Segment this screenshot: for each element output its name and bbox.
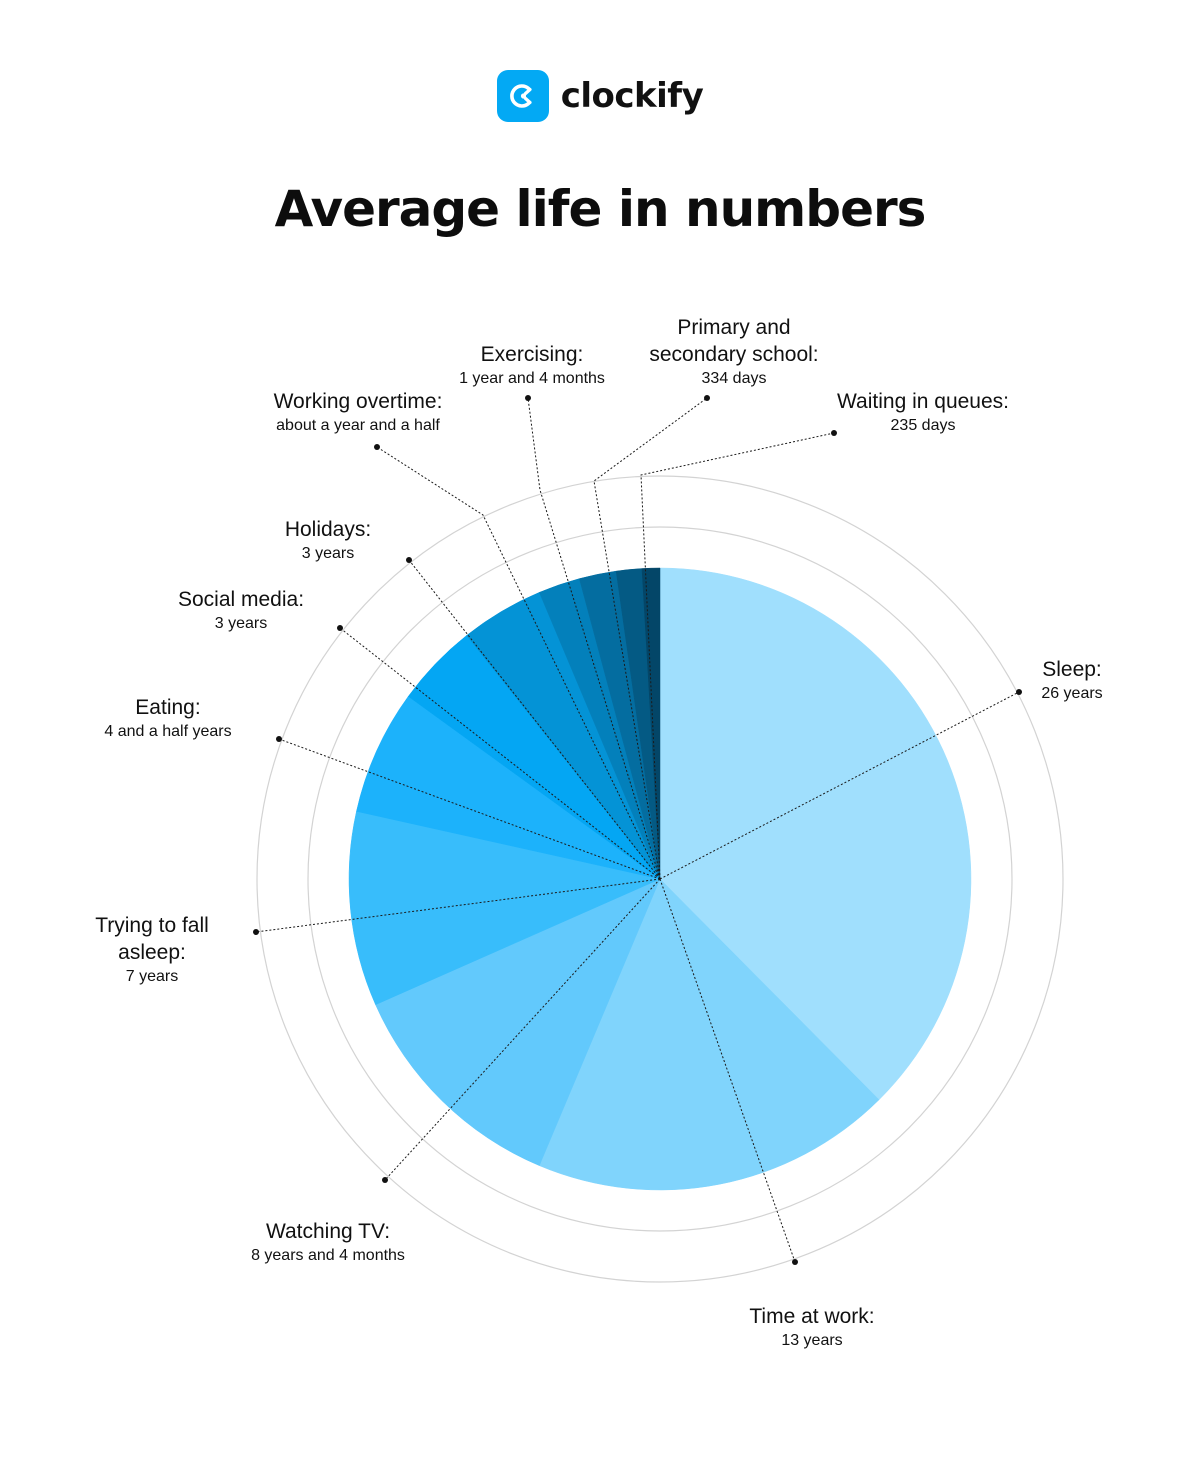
clockify-logo (496, 70, 549, 122)
slice-label: Time at work: 13 years (749, 1303, 874, 1351)
slice-label-name: Sleep: (1042, 658, 1102, 681)
slice-label-name: Eating: (135, 696, 201, 719)
slice-label: Waiting in queues: 235 days (837, 388, 1009, 436)
leader-line (593, 397, 708, 880)
slice-label-name: Trying to fall asleep: (95, 914, 209, 964)
slice-label-name: Social media: (177, 588, 305, 611)
leader-line (527, 397, 661, 880)
leader-dot (374, 444, 380, 450)
brand: clockify (0, 70, 1200, 122)
leader-dot (1016, 689, 1022, 695)
slice-label: Holidays: 3 years (285, 516, 371, 564)
leader-line (640, 432, 835, 880)
slice-label-value: about a year and a half (276, 417, 440, 434)
pie-slice (659, 567, 972, 1101)
pie-slice (641, 567, 661, 880)
leader-line (376, 446, 661, 880)
slice-label: Sleep: 26 years (1041, 656, 1102, 704)
leader-dot (276, 736, 282, 742)
slice-label-value: 1 year and 4 months (459, 370, 605, 387)
slice-label-value: 4 and a half years (104, 723, 232, 740)
slice-label: Exercising: 1 year and 4 months (459, 341, 605, 389)
slice-label-name: Working overtime: (273, 390, 443, 413)
slice-label: Working overtime: about a year and a half (274, 388, 443, 436)
slice-label: Watching TV: 8 years and 4 months (251, 1218, 405, 1266)
slice-label-value: 3 years (301, 545, 355, 562)
leader-dot (406, 557, 412, 563)
slice-label-value: 8 years and 4 months (251, 1247, 405, 1264)
clockify-icon (509, 84, 532, 108)
pie-slice (538, 878, 880, 1191)
leader-dot (704, 395, 710, 401)
slice-label-value: 7 years (125, 968, 179, 985)
slice-label: Primary and secondary school: 334 days (634, 314, 834, 389)
leader-dot (253, 929, 259, 935)
slice-label-name: Time at work: (749, 1305, 875, 1328)
leader-line (659, 691, 1020, 880)
slice-label-name: Watching TV: (265, 1220, 391, 1243)
page-title: Average life in numbers (274, 180, 927, 238)
leader-dot (831, 430, 837, 436)
slice-label-name: Exercising: (480, 343, 584, 366)
slice-label-value: 26 years (1041, 685, 1103, 702)
leader-dot (382, 1177, 388, 1183)
pie-slice (356, 696, 661, 880)
slice-label-name: Primary and secondary school: (649, 316, 819, 366)
leader-dot (792, 1259, 798, 1265)
guide-ring-2 (256, 475, 1064, 1283)
slice-label-value: 3 years (214, 615, 268, 632)
slice-label-value: 235 days (890, 417, 956, 434)
guide-ring-1 (307, 526, 1013, 1232)
slice-label: Social media: 3 years (178, 586, 304, 634)
pie-slice (348, 811, 661, 1006)
slice-label: Trying to fall asleep: 7 years (77, 912, 227, 987)
slice-label-name: Holidays: (284, 518, 372, 541)
pie-slice (375, 878, 661, 1166)
leader-dot (525, 395, 531, 401)
leader-dot (337, 625, 343, 631)
slice-label-value: 334 days (701, 370, 767, 387)
slice-label-name: Waiting in queues: (837, 390, 1009, 413)
slice-label: Eating: 4 and a half years (104, 694, 231, 742)
slice-label-value: 13 years (781, 1332, 843, 1349)
brand-name: clockify (560, 76, 704, 116)
